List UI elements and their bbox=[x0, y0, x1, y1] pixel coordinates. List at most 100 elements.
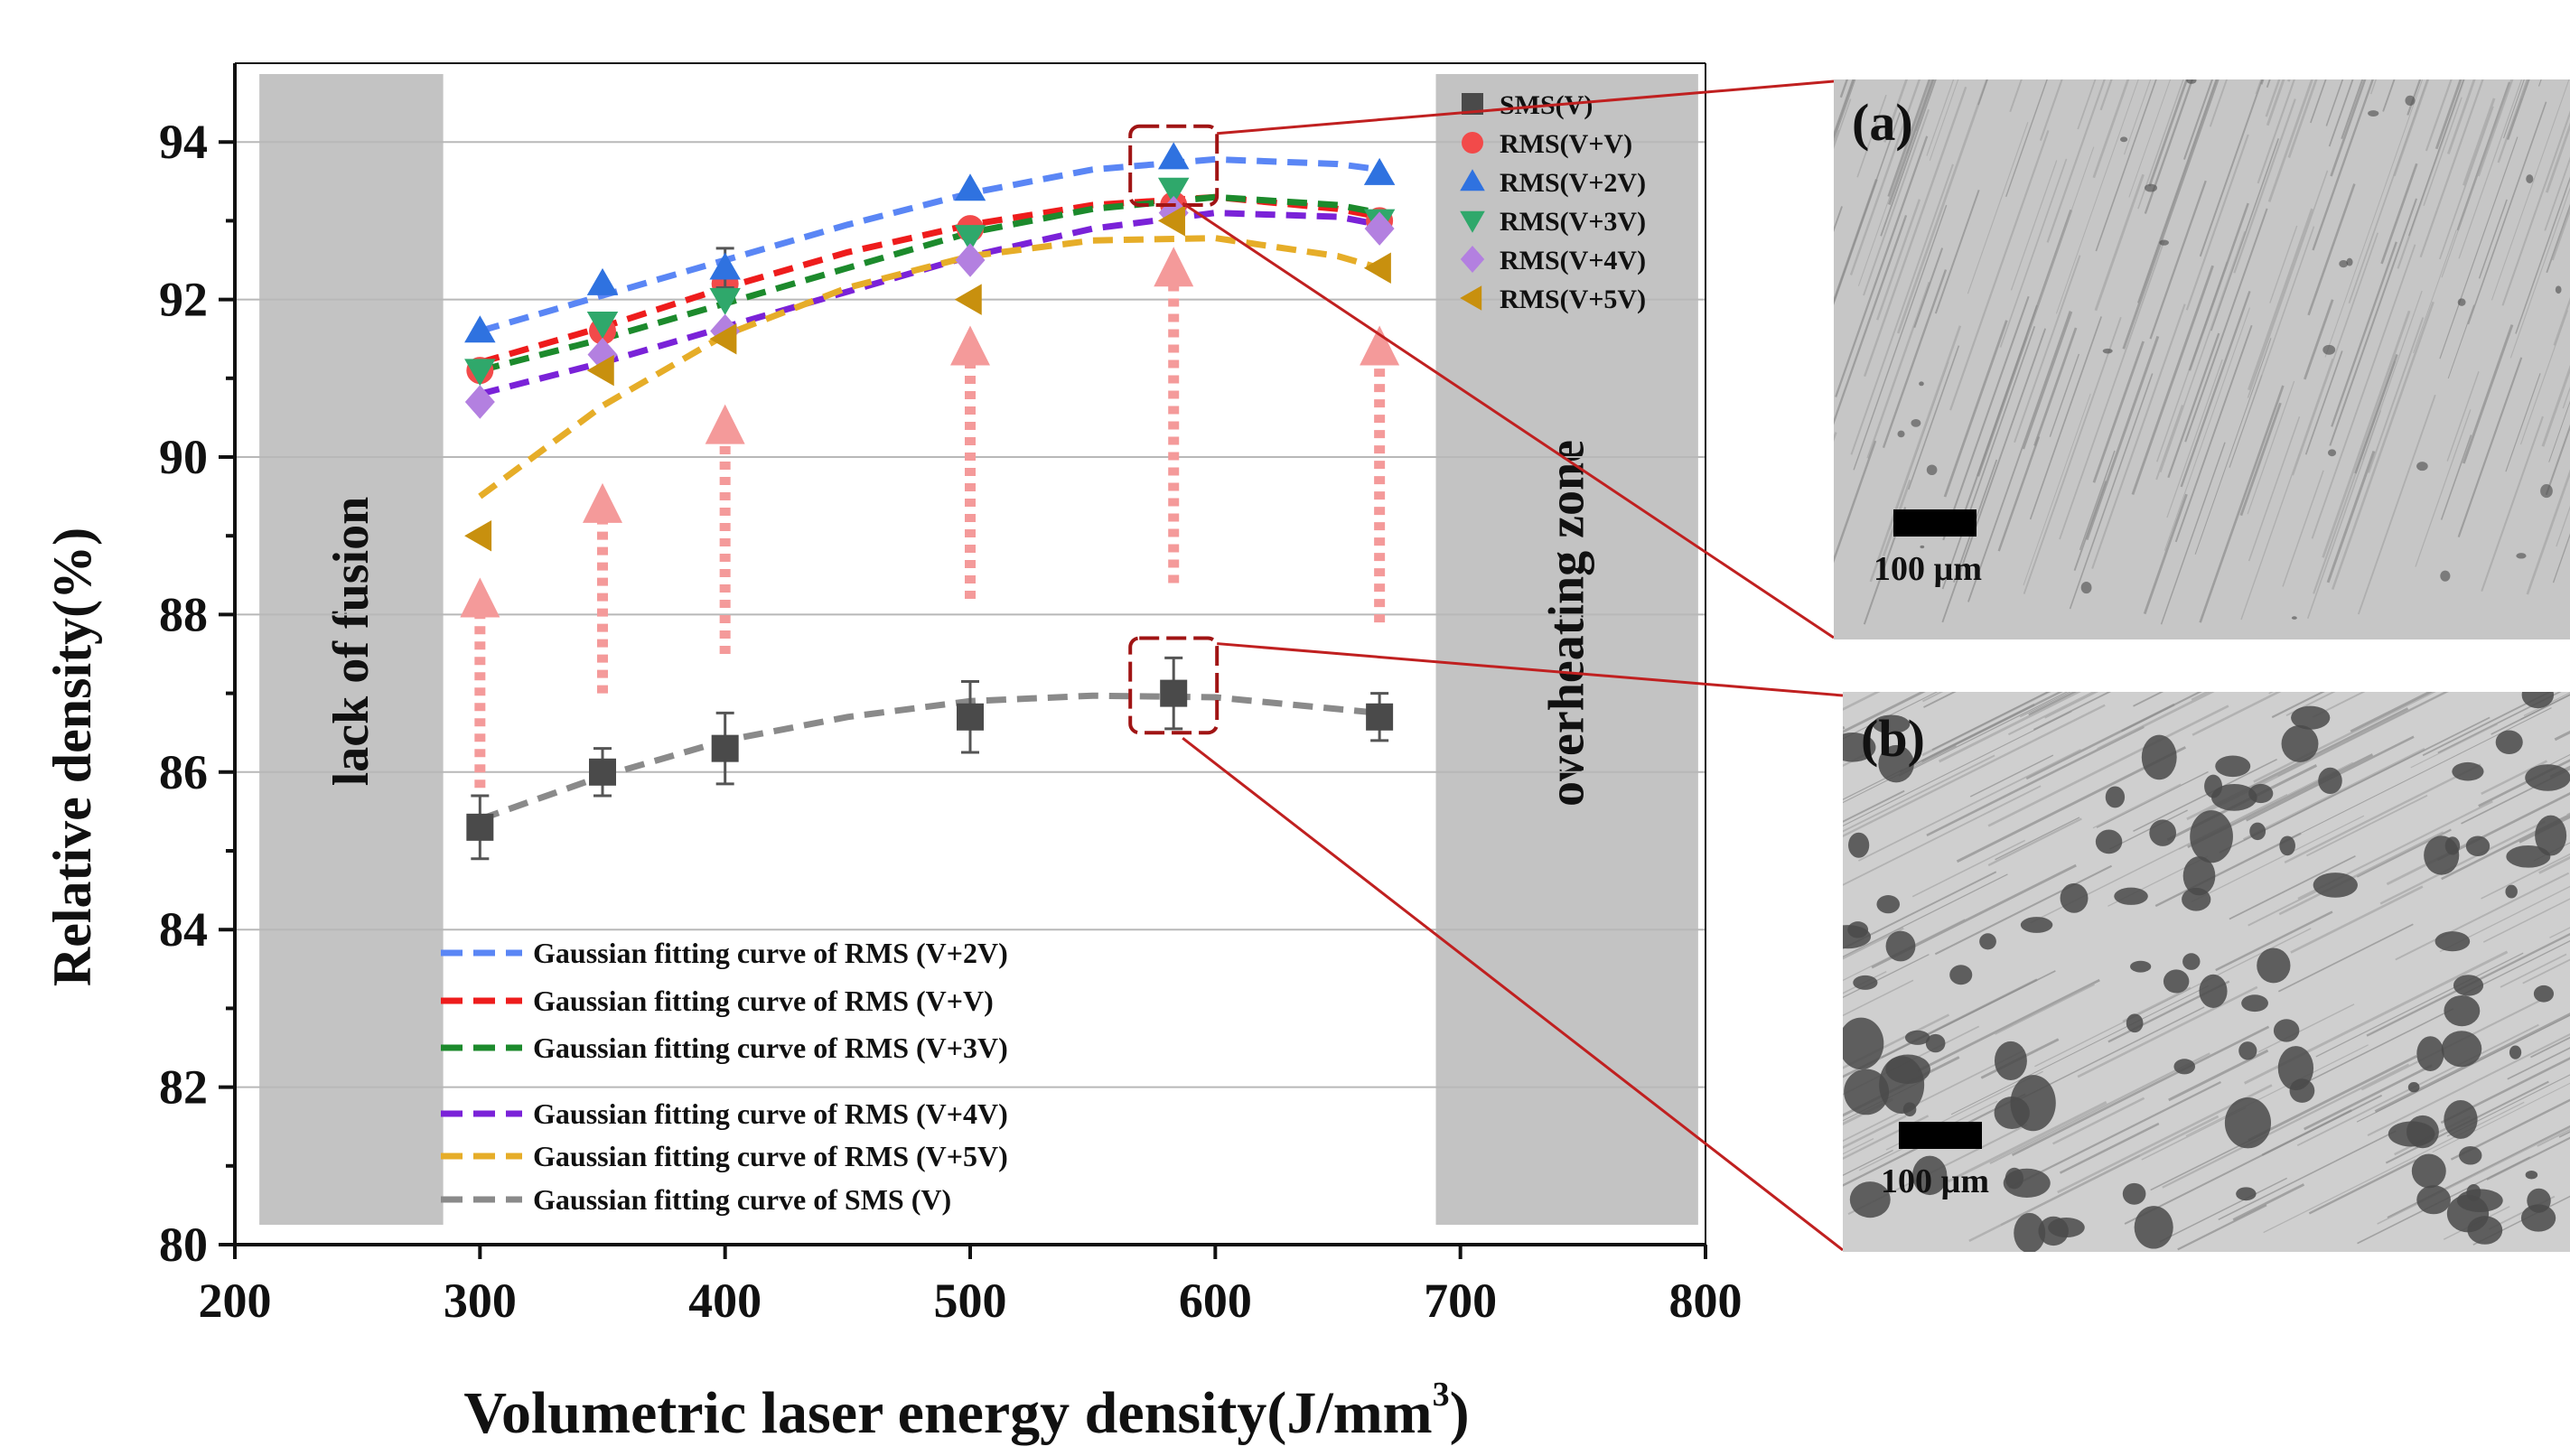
micrograph-pore bbox=[1979, 933, 1996, 950]
micrograph-scratch bbox=[1947, 1101, 2107, 1183]
arrow-head bbox=[583, 482, 622, 523]
micrograph-scratch bbox=[2233, 98, 2296, 274]
micrograph-pore bbox=[2241, 994, 2268, 1013]
micrograph-scratch bbox=[2408, 79, 2464, 237]
micrograph-scratch bbox=[2020, 692, 2071, 718]
arrow-head bbox=[1360, 325, 1400, 366]
micrograph-scratch bbox=[2382, 79, 2396, 112]
fit-legend-label-4: Gaussian fitting curve of RMS (V+5V) bbox=[533, 1140, 1008, 1172]
x-axis-label-text: Volumetric laser energy density(J/mm bbox=[463, 1380, 1432, 1446]
micrograph-scratch bbox=[2530, 1036, 2570, 1059]
micrograph-pore bbox=[2453, 975, 2484, 996]
micrograph-scratch bbox=[2377, 1126, 2570, 1225]
micrograph-scratch bbox=[2497, 79, 2529, 163]
micrograph-scratch bbox=[2312, 692, 2366, 718]
micrograph-scratch bbox=[2033, 692, 2112, 731]
micrograph-scratch bbox=[2271, 692, 2325, 719]
micrograph-scratch bbox=[2160, 442, 2226, 625]
micrograph-scratch bbox=[2159, 1177, 2288, 1243]
micrograph-scratch bbox=[2552, 533, 2570, 583]
micrograph-pore bbox=[2102, 348, 2113, 354]
data-point-5 bbox=[1363, 252, 1391, 284]
micrograph-scratch bbox=[2248, 890, 2318, 927]
data-point-0 bbox=[589, 758, 616, 786]
micrograph-scratch bbox=[1863, 86, 1967, 378]
micrograph-scratch bbox=[2415, 409, 2472, 567]
micrograph-scratch bbox=[2029, 316, 2102, 520]
micrograph-scratch bbox=[1857, 749, 2081, 862]
micrograph-scratch bbox=[2073, 481, 2107, 572]
data-point-2 bbox=[709, 252, 741, 280]
micrograph-pore bbox=[2080, 581, 2092, 594]
micrograph-pore bbox=[2525, 1171, 2538, 1180]
micrograph-scratch bbox=[2248, 1055, 2417, 1142]
micrograph-pore bbox=[2204, 774, 2223, 798]
micrograph-scratch bbox=[2491, 694, 2570, 735]
micrograph-scratch bbox=[1994, 983, 2095, 1035]
micrograph-scratch bbox=[2185, 1044, 2369, 1137]
micrograph-scratch bbox=[2232, 1183, 2305, 1221]
data-point-2 bbox=[954, 173, 986, 201]
micrograph-scratch bbox=[2239, 402, 2282, 517]
micrograph-pore bbox=[2555, 285, 2562, 294]
micrograph-pore bbox=[2525, 764, 2570, 791]
micrograph-scratch bbox=[2163, 307, 2250, 551]
micrograph-scratch bbox=[2354, 353, 2398, 474]
micrograph-scratch bbox=[2290, 885, 2424, 954]
micrograph-scratch bbox=[2059, 1122, 2160, 1174]
micrograph-scratch bbox=[2091, 303, 2186, 569]
micrograph-scratch bbox=[2357, 394, 2436, 615]
micrograph-scratch bbox=[1880, 79, 1937, 237]
micrograph-scratch bbox=[2506, 79, 2530, 140]
micrograph-scratch bbox=[2491, 79, 2570, 301]
micrograph-scratch bbox=[2457, 357, 2523, 538]
legend-marker-5 bbox=[1460, 285, 1482, 311]
micrograph-scratch bbox=[1856, 94, 1887, 178]
micrograph-pore bbox=[2186, 79, 2197, 84]
micrograph-scratch bbox=[2092, 783, 2182, 829]
micrograph-scratch bbox=[2143, 493, 2188, 615]
y-tick-label: 88 bbox=[159, 587, 208, 641]
micrograph-scratch bbox=[1843, 692, 1939, 740]
micrograph-scratch bbox=[1843, 873, 2008, 957]
micrograph-scratch bbox=[2446, 1074, 2570, 1137]
y-tick-label: 94 bbox=[159, 115, 208, 169]
micrograph-scratch bbox=[1843, 769, 1903, 800]
micrograph-pore bbox=[1847, 921, 1869, 938]
micrograph-scratch bbox=[2269, 225, 2298, 303]
micrograph-scratch bbox=[1843, 1115, 1907, 1149]
micrograph-scratch bbox=[1834, 215, 1908, 425]
micrograph-scratch bbox=[2440, 1057, 2570, 1125]
micrograph-scratch bbox=[1949, 130, 2050, 411]
micrograph-scratch bbox=[2308, 1159, 2417, 1215]
micrograph-scratch bbox=[1869, 325, 1962, 583]
data-point-5 bbox=[954, 284, 982, 315]
micrograph-scratch bbox=[2482, 898, 2570, 943]
legend-label-5: RMS(V+5V) bbox=[1500, 285, 1646, 314]
micrograph-scratch bbox=[2154, 832, 2302, 908]
x-tick-label: 400 bbox=[688, 1274, 762, 1328]
data-point-5 bbox=[709, 322, 737, 355]
micrograph-pore bbox=[1843, 1017, 1884, 1069]
micrograph-pore bbox=[2322, 344, 2336, 355]
micrograph-scratch bbox=[2315, 952, 2524, 1058]
micrograph-scratch bbox=[1834, 112, 1902, 304]
micrograph-scratch bbox=[2366, 932, 2570, 1037]
micrograph-scratch bbox=[2199, 79, 2264, 257]
micrograph-pore bbox=[2114, 887, 2148, 905]
micrograph-scratch bbox=[2166, 359, 2223, 518]
legend-label-2: RMS(V+2V) bbox=[1500, 168, 1646, 198]
micrograph-scratch bbox=[2182, 79, 2214, 160]
x-tick-label: 200 bbox=[199, 1274, 272, 1328]
micrograph-pore bbox=[2145, 183, 2158, 192]
scale-text-a: 100 µm bbox=[1874, 550, 1983, 588]
micrograph-pore bbox=[1843, 733, 1876, 762]
micrograph-pore bbox=[2440, 570, 2451, 582]
micrograph-scratch bbox=[1887, 79, 1935, 206]
zone-1 bbox=[1435, 74, 1698, 1225]
micrograph-pore bbox=[2467, 1216, 2503, 1245]
connector-line bbox=[1182, 737, 1844, 1252]
micrograph-scratch bbox=[2546, 203, 2570, 274]
fit-legend-label-5: Gaussian fitting curve of SMS (V) bbox=[533, 1183, 951, 1216]
micrograph-scratch bbox=[2306, 410, 2382, 620]
